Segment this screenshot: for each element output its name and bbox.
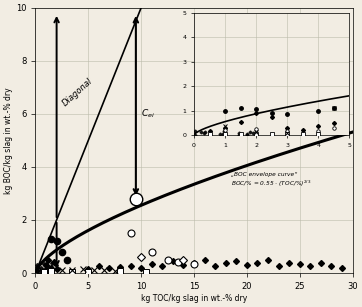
- X-axis label: kg TOC/kg slag in wt.-% dry: kg TOC/kg slag in wt.-% dry: [141, 294, 247, 303]
- Y-axis label: kg BOC/kg slag in wt.-% dry: kg BOC/kg slag in wt.-% dry: [4, 87, 13, 194]
- Text: „BOC envelope curve“
BOC/% = 0.55 · (TOC/%)$^{2/3}$: „BOC envelope curve“ BOC/% = 0.55 · (TOC…: [231, 172, 311, 189]
- Text: $C_{ei}$: $C_{ei}$: [141, 107, 155, 120]
- Text: Diagonal: Diagonal: [61, 77, 94, 108]
